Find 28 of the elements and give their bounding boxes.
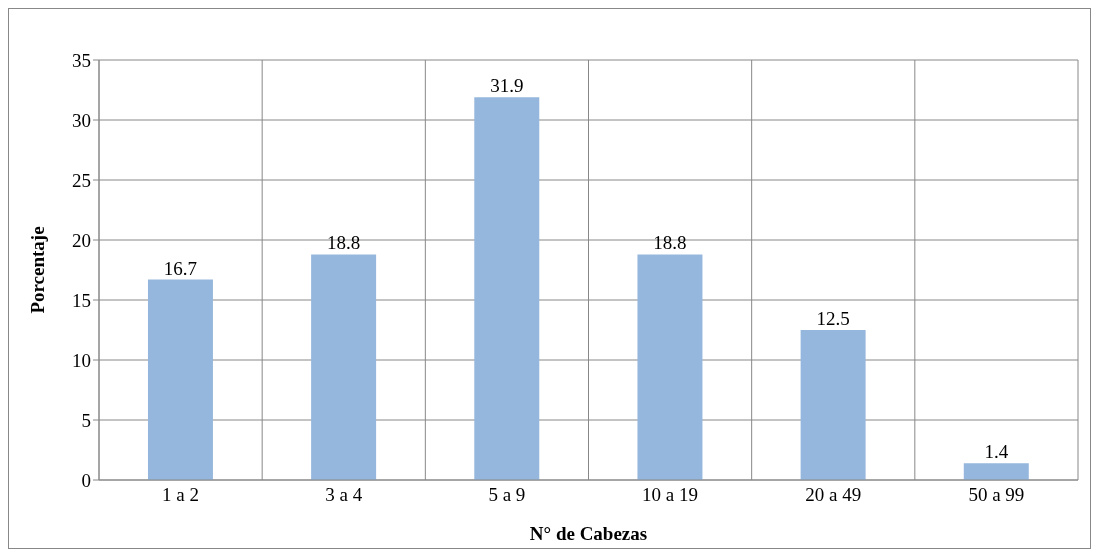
bar [637, 254, 703, 480]
bar [311, 254, 377, 480]
y-tick-label: 5 [81, 409, 91, 431]
y-tick-label: 35 [72, 49, 91, 71]
x-tick-label: 20 a 49 [805, 484, 862, 506]
data-label: 31.9 [490, 75, 524, 97]
data-label: 12.5 [816, 308, 850, 329]
bar [474, 97, 540, 480]
x-tick-label: 5 a 9 [488, 484, 526, 506]
y-axis-title: Porcentaje [26, 226, 48, 314]
data-label: 18.8 [653, 232, 687, 254]
y-tick-label: 20 [72, 229, 91, 251]
data-label: 1.4 [984, 441, 1009, 463]
x-axis-title: N° de Cabezas [529, 523, 648, 544]
x-tick-label: 1 a 2 [162, 484, 200, 506]
y-tick-label: 15 [72, 289, 91, 311]
y-tick-label: 30 [72, 109, 91, 131]
y-tick-label: 10 [72, 349, 91, 371]
y-tick-label: 0 [81, 469, 91, 491]
y-tick-label: 25 [72, 169, 91, 191]
x-tick-label: 3 a 4 [325, 484, 363, 506]
bar [963, 463, 1029, 480]
bar [800, 330, 866, 480]
x-tick-label: 10 a 19 [642, 484, 699, 506]
bar [147, 279, 213, 480]
data-label: 16.7 [163, 257, 198, 279]
x-tick-label: 50 a 99 [968, 484, 1025, 506]
data-label: 18.8 [326, 232, 361, 254]
